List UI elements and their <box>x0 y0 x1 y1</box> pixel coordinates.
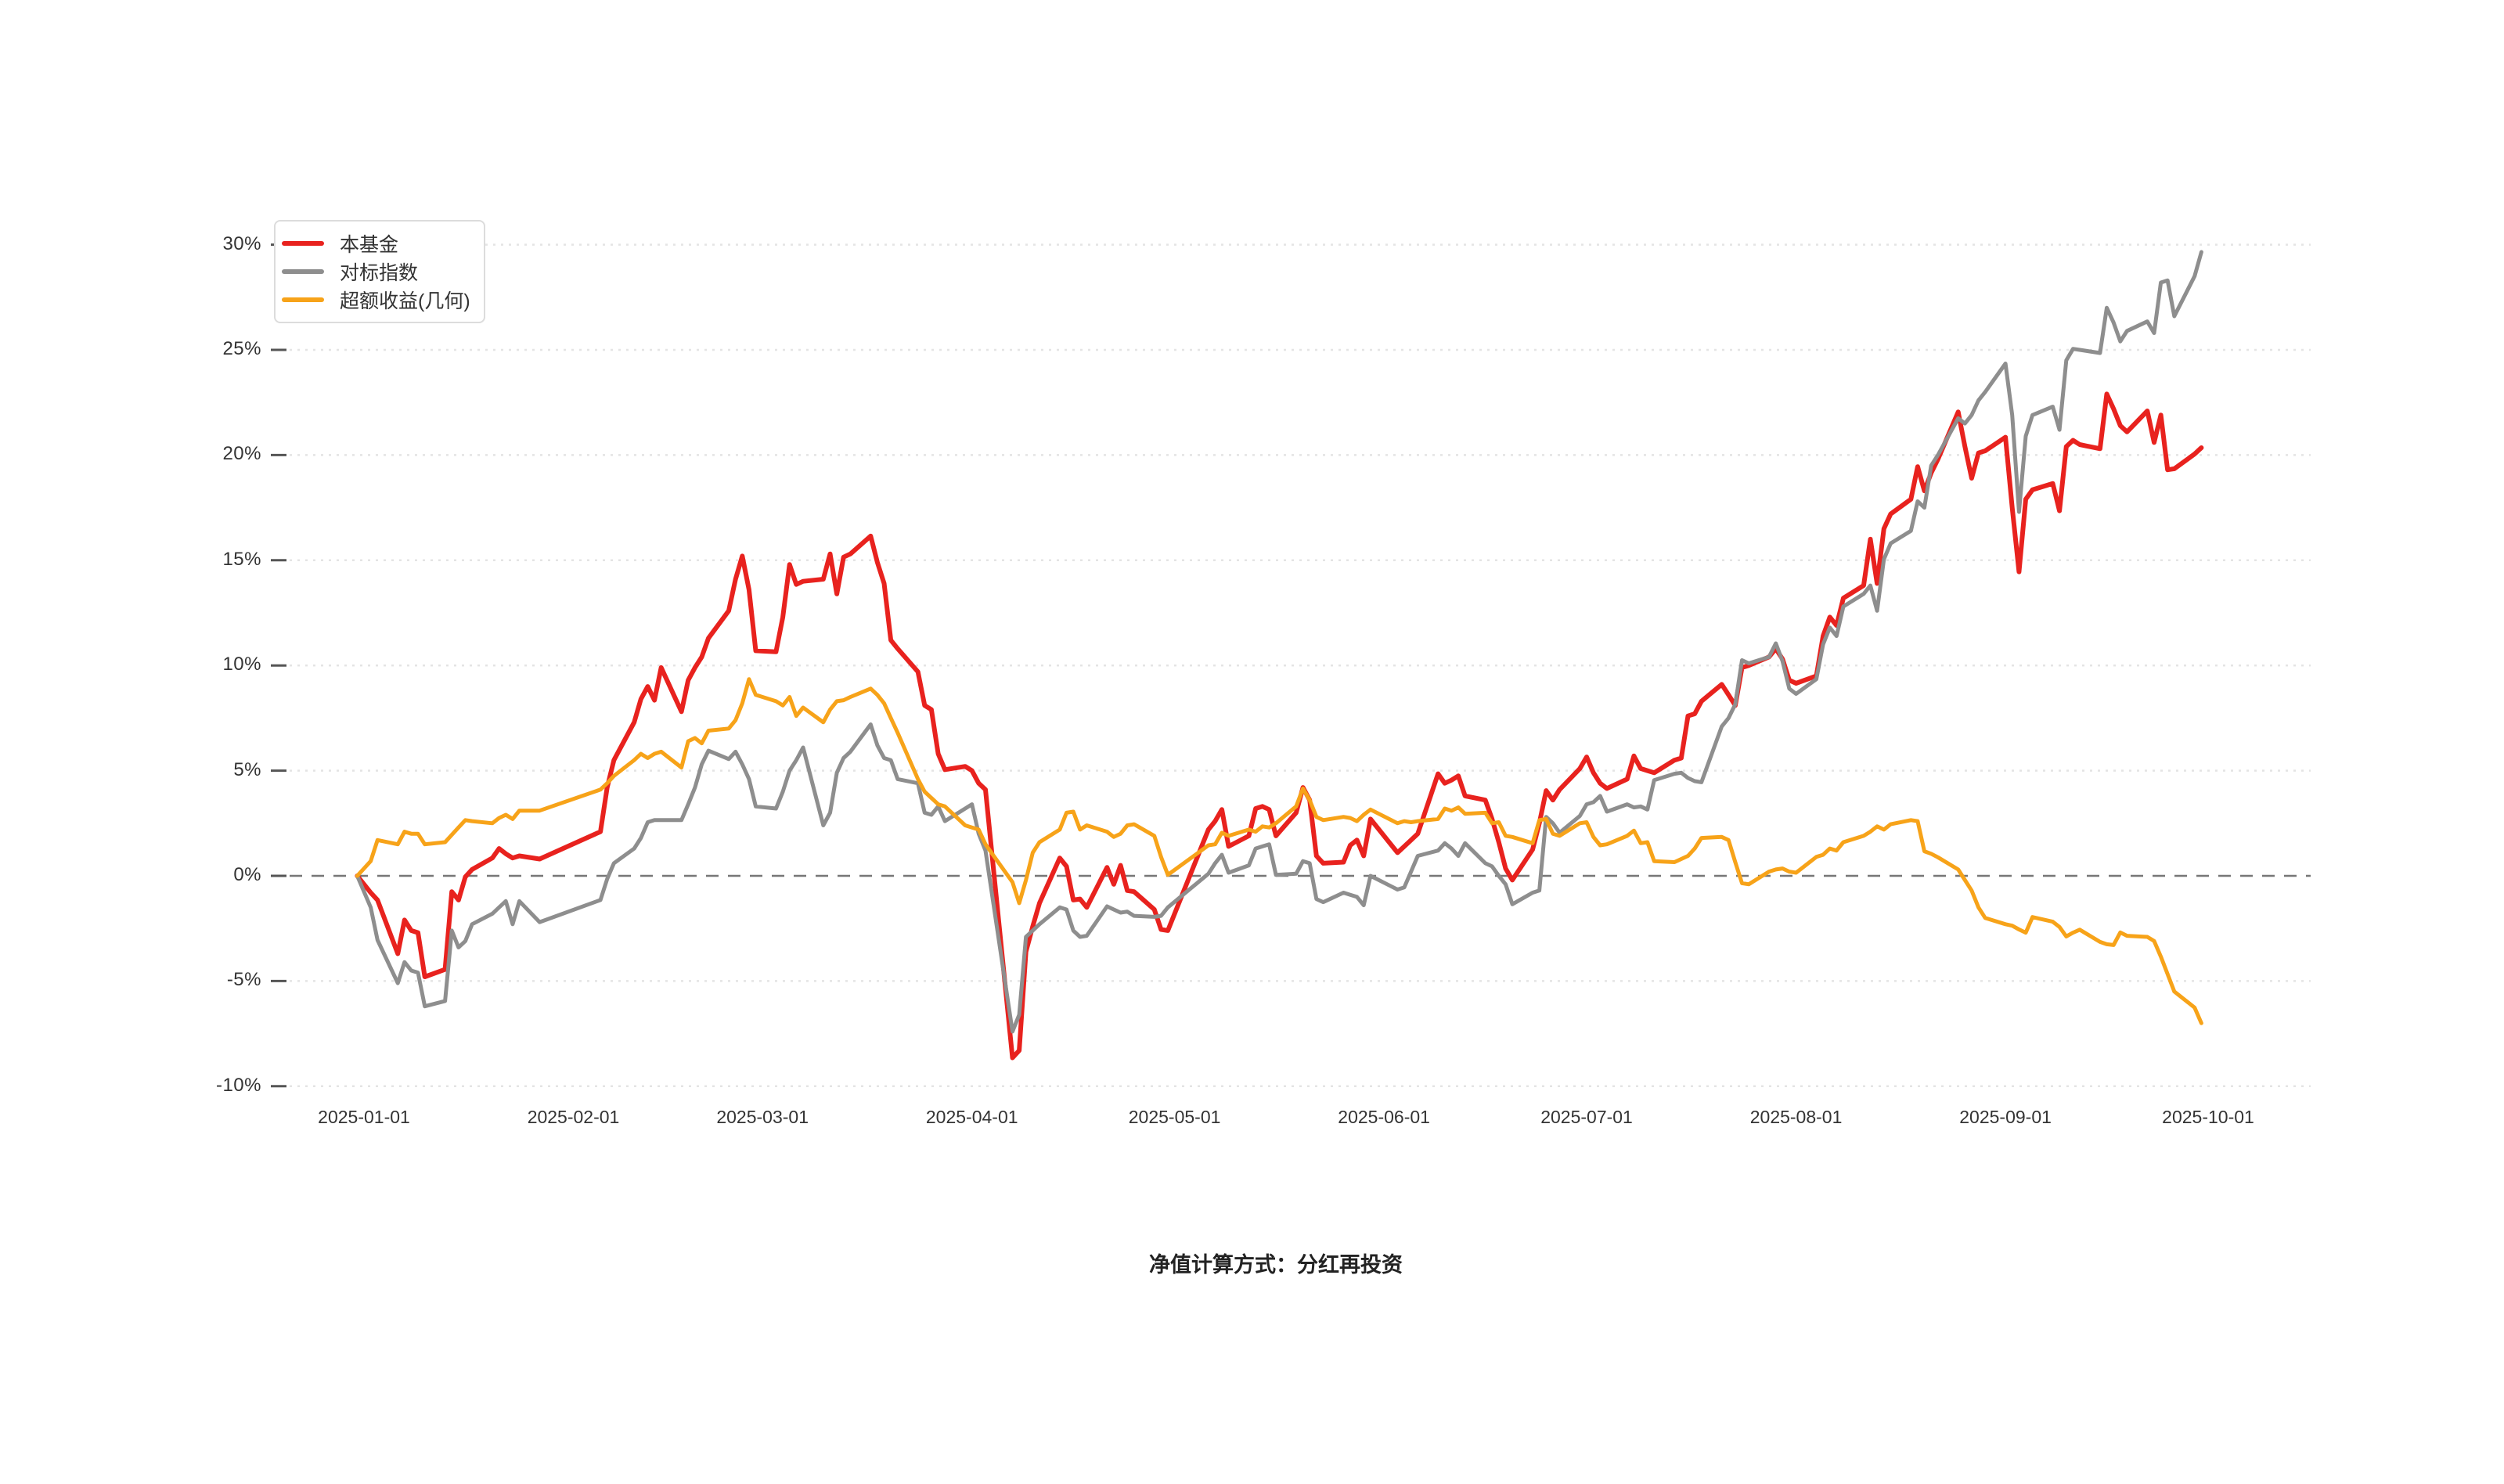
chart-legend: 本基金 对标指数 超额收益(几何) <box>274 220 485 323</box>
y-axis-label: 15% <box>222 548 261 570</box>
x-axis-label: 2025-01-01 <box>318 1107 410 1127</box>
legend-item-excess-return[interactable]: 超额收益(几何) <box>282 286 484 314</box>
nav-calculation-note: 净值计算方式：分红再投资 <box>1149 1253 1403 1277</box>
legend-item-label: 对标指数 <box>340 262 419 284</box>
x-axis-label: 2025-09-01 <box>1959 1107 2052 1127</box>
x-axis-label: 2025-10-01 <box>2162 1107 2254 1127</box>
x-axis-label: 2025-03-01 <box>716 1107 809 1127</box>
y-axis-label: 5% <box>233 758 261 780</box>
legend-item-fund[interactable]: 本基金 <box>282 229 484 258</box>
benchmark-line-swatch-icon <box>282 269 324 274</box>
x-axis-label: 2025-04-01 <box>925 1107 1018 1127</box>
y-axis-label: 10% <box>222 654 261 675</box>
y-axis-label: 30% <box>222 232 261 254</box>
x-axis-label: 2025-07-01 <box>1540 1107 1633 1127</box>
y-axis-label: -10% <box>215 1074 261 1096</box>
x-axis-label: 2025-08-01 <box>1749 1107 1843 1127</box>
y-axis-label: 25% <box>222 338 261 359</box>
excess-line-swatch-icon <box>282 297 324 302</box>
legend-item-label: 本基金 <box>340 234 399 256</box>
fund-line-swatch-icon <box>282 241 324 246</box>
x-axis-label: 2025-02-01 <box>527 1107 620 1127</box>
legend-item-benchmark[interactable]: 对标指数 <box>282 258 484 286</box>
x-axis-label: 2025-06-01 <box>1338 1107 1430 1127</box>
x-axis-label: 2025-05-01 <box>1128 1107 1221 1127</box>
legend-item-label: 超额收益(几何) <box>340 290 470 312</box>
y-axis-label: 0% <box>233 864 261 885</box>
y-axis-label: 20% <box>222 443 261 465</box>
y-axis-label: -5% <box>226 969 261 991</box>
